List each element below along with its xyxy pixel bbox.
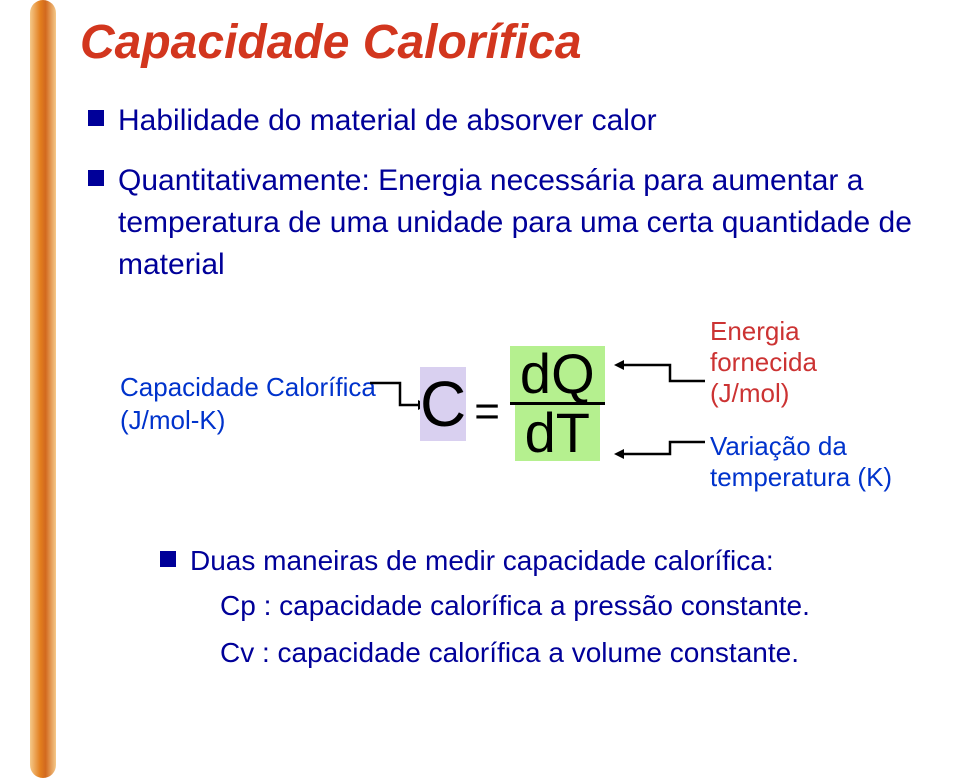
variation-label: Variação da temperatura (K)	[710, 431, 892, 493]
arrow-energy-to-dQ	[610, 351, 710, 391]
bullet-1-text: Habilidade do material de absorver calor	[118, 100, 657, 142]
footer-bullets: Duas maneiras de medir capacidade calorí…	[160, 541, 930, 673]
formula-area: Capacidade Calorífica (J/mol-K) C = dQ d…	[70, 311, 930, 511]
capacity-label: Capacidade Calorífica (J/mol-K)	[120, 371, 376, 436]
bullet-square-icon	[88, 110, 104, 126]
energy-line1: Energia	[710, 316, 800, 346]
capacity-label-line1: Capacidade Calorífica	[120, 372, 376, 402]
footer-bullet-text: Duas maneiras de medir capacidade calorí…	[190, 541, 774, 580]
bullet-square-icon	[160, 551, 176, 567]
variation-line2: temperatura (K)	[710, 462, 892, 492]
formula-dT: dT	[515, 405, 600, 461]
slide-content: Capacidade Calorífica Habilidade do mate…	[70, 15, 930, 673]
bullet-1: Habilidade do material de absorver calor	[88, 100, 930, 142]
energy-line2: fornecida	[710, 347, 817, 377]
formula-fraction: dQ dT	[510, 346, 605, 461]
formula-equals: =	[474, 387, 500, 437]
bullet-2: Quantitativamente: Energia necessária pa…	[88, 160, 930, 286]
decorative-sidebar	[30, 0, 56, 778]
cv-line: Cv : capacidade calorífica a volume cons…	[220, 633, 930, 674]
formula-dQ: dQ	[510, 346, 605, 402]
formula-C: C	[420, 367, 466, 441]
cp-line: Cp : capacidade calorífica a pressão con…	[220, 586, 930, 627]
energy-line3: (J/mol)	[710, 378, 789, 408]
bullet-2-text: Quantitativamente: Energia necessária pa…	[118, 160, 930, 286]
bullet-square-icon	[88, 170, 104, 186]
variation-line1: Variação da	[710, 431, 847, 461]
main-bullets: Habilidade do material de absorver calor…	[88, 100, 930, 286]
energy-label: Energia fornecida (J/mol)	[710, 316, 817, 410]
footer-bullet: Duas maneiras de medir capacidade calorí…	[160, 541, 930, 580]
capacity-label-line2: (J/mol-K)	[120, 405, 225, 435]
formula: C = dQ dT	[420, 346, 605, 461]
arrow-variation-to-dT	[610, 426, 710, 466]
slide-title: Capacidade Calorífica	[80, 15, 930, 70]
